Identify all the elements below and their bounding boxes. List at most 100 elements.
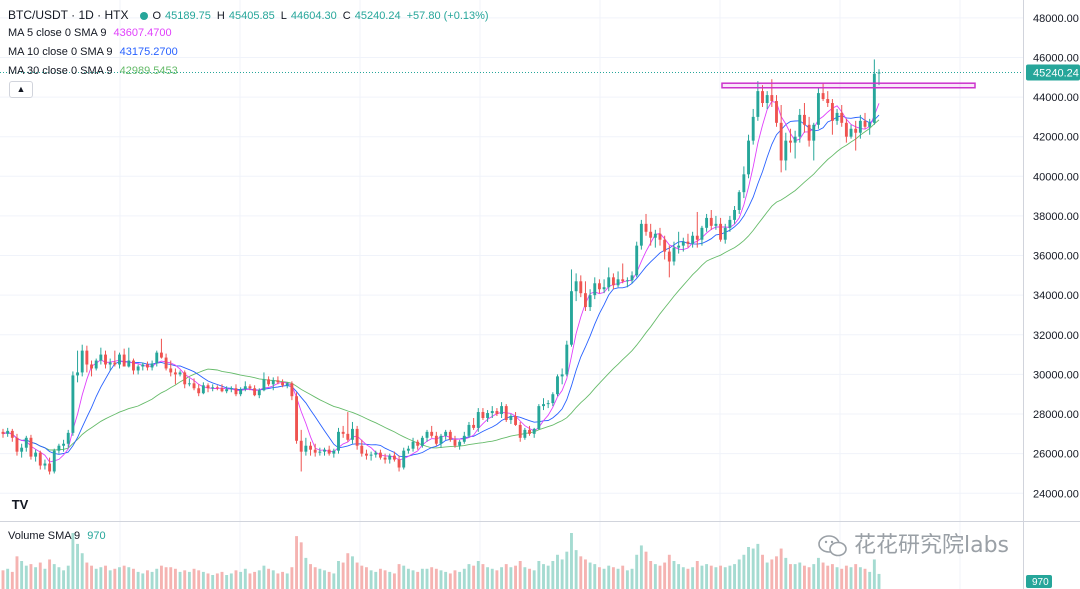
volume-bar (602, 568, 606, 589)
symbol-header: BTC/USDT · 1D · HTX O 45189.75 H 45405.85 L 44… (8, 8, 495, 22)
volume-bar (6, 568, 10, 589)
candle (761, 85, 764, 107)
volume-bar (448, 573, 452, 589)
volume-bar (234, 570, 238, 589)
candle (90, 360, 93, 377)
candle (416, 439, 420, 450)
volume-bar (821, 562, 825, 589)
volume-bar (495, 570, 499, 589)
symbol-label[interactable]: BTC/USDT · 1D · HTX (8, 8, 129, 22)
candle (765, 91, 769, 109)
candle-body (858, 120, 862, 133)
tradingview-logo[interactable]: TV (8, 495, 32, 515)
candle (607, 267, 611, 292)
volume-bar (420, 568, 424, 589)
candle-body (677, 245, 681, 248)
candle (122, 348, 126, 367)
candle-body (821, 93, 825, 100)
high-label: H (216, 10, 225, 22)
volume-bar (700, 565, 704, 589)
volume-bar (779, 548, 783, 589)
candle (518, 421, 522, 442)
volume-bar (532, 570, 536, 589)
volume-bar (71, 533, 75, 589)
candle-body (318, 451, 322, 453)
candle-body (136, 366, 140, 371)
candle (309, 441, 312, 456)
candle (118, 352, 121, 369)
candle-body (215, 387, 219, 389)
candle (826, 91, 830, 107)
volume-bar (518, 561, 522, 589)
candle (392, 451, 396, 462)
volume-bar (733, 564, 736, 589)
volume-bar (183, 570, 187, 589)
volume-bar (369, 570, 373, 589)
candle-body (481, 412, 485, 418)
volume-bar (309, 564, 312, 589)
price-tick-label: 24000.00 (1033, 488, 1079, 500)
ma5-legend[interactable]: MA 5 close 0 SMA 9 43607.4700 (8, 27, 176, 39)
volume-bar (80, 553, 84, 589)
candle-body (467, 424, 471, 436)
price-tick-label: 32000.00 (1033, 330, 1079, 342)
volume-bar (295, 536, 298, 589)
candle (537, 404, 541, 430)
candle-body (602, 287, 606, 290)
candle (844, 118, 848, 143)
candle (462, 431, 466, 444)
volume-bar (281, 571, 285, 589)
volume-bar (653, 564, 657, 589)
candle (789, 128, 792, 153)
volume-bar (761, 554, 764, 589)
volume-bar (332, 573, 336, 589)
candle-body (742, 174, 746, 193)
volume-bar (644, 551, 648, 589)
candle-body (733, 209, 736, 220)
volume-bar (271, 570, 275, 589)
volume-bar (588, 562, 592, 589)
price-tick-label: 26000.00 (1033, 449, 1079, 461)
volume-bar (290, 567, 294, 589)
volume-bar (178, 571, 182, 589)
volume-bar (723, 567, 727, 589)
candle-body (681, 241, 685, 246)
candle (803, 103, 806, 133)
candle-body (6, 430, 10, 434)
candle-body (183, 372, 187, 385)
candle-body (173, 372, 177, 375)
candle-body (826, 99, 830, 104)
candle-body (844, 122, 848, 137)
candles (1, 59, 881, 475)
collapse-legend-button[interactable]: ▲ (9, 81, 33, 98)
volume-bar (719, 565, 723, 589)
candle-body (48, 463, 52, 472)
candle-body (863, 120, 867, 127)
ma10-legend[interactable]: MA 10 close 0 SMA 9 43175.2700 (8, 46, 182, 58)
candle-body (597, 283, 601, 290)
ma30-value: 42989.5453 (119, 65, 178, 77)
candle (406, 445, 410, 454)
candle (276, 376, 280, 385)
candle-body (94, 360, 98, 369)
candle (877, 69, 881, 86)
candle (169, 360, 173, 377)
volume-bar (695, 561, 699, 589)
candle (108, 358, 112, 371)
candle (798, 108, 802, 143)
ma30-legend[interactable]: MA 30 close 0 SMA 9 42989.5453 (8, 65, 182, 77)
volume-label: Volume SMA 9 (8, 530, 81, 542)
candle-body (52, 450, 56, 472)
volume-bar (579, 556, 583, 589)
candle-body (71, 375, 75, 433)
volume-bar (453, 570, 457, 589)
price-tick-label: 44000.00 (1033, 92, 1079, 104)
volume-bar (528, 568, 531, 589)
watermark: 花花研究院labs (818, 527, 1009, 559)
candle-body (723, 227, 727, 240)
candle (784, 132, 788, 171)
volume-legend[interactable]: Volume SMA 9 970 (8, 530, 110, 542)
candle-body (663, 239, 667, 252)
candle-body (495, 411, 499, 415)
